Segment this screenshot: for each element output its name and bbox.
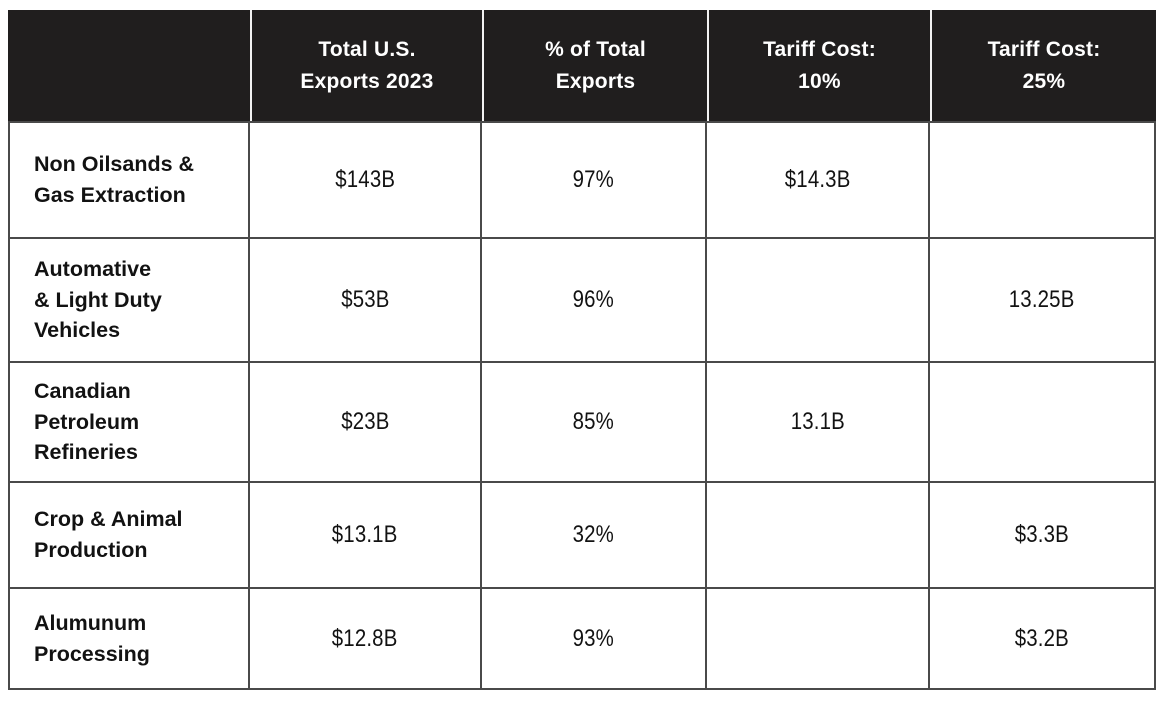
row-label-crop-animal-production: Crop & Animal Production	[8, 483, 250, 589]
cell-alumunum-tariff-25: $3.2B	[930, 589, 1156, 690]
cell-petroleum-total-exports: $23B	[250, 363, 482, 483]
cell-value: $3.2B	[1014, 624, 1070, 652]
cell-alumunum-tariff-10	[707, 589, 930, 690]
cell-value: $53B	[340, 286, 390, 313]
row-label-text: Alumunum Processing	[34, 610, 150, 666]
column-header-tariff-cost-10: Tariff Cost: 10%	[707, 10, 930, 121]
column-header-total-us-exports-2023: Total U.S. Exports 2023	[250, 10, 482, 121]
cell-value: 85%	[572, 408, 615, 435]
row-label-text: Non Oilsands & Gas Extraction	[34, 152, 195, 207]
cell-value: $3.3B	[1014, 521, 1070, 548]
row-label-text: Automative & Light Duty Vehicles	[34, 257, 162, 343]
cell-automative-tariff-25: 13.25B	[930, 239, 1156, 363]
cell-value: 13.25B	[1009, 286, 1075, 313]
cell-value: 93%	[572, 624, 615, 652]
row-label-non-oilsands-gas-extraction: Non Oilsands & Gas Extraction	[8, 121, 250, 239]
cell-value: 32%	[572, 521, 615, 548]
cell-petroleum-tariff-10: 13.1B	[707, 363, 930, 483]
cell-value: $13.1B	[332, 521, 398, 548]
cell-automative-percent: 96%	[482, 239, 707, 363]
row-label-canadian-petroleum-refineries: Canadian Petroleum Refineries	[8, 363, 250, 483]
cell-non-oilsands-tariff-10: $14.3B	[707, 121, 930, 239]
column-header-category	[8, 10, 250, 121]
cell-value: $143B	[335, 166, 395, 193]
cell-crop-total-exports: $13.1B	[250, 483, 482, 589]
row-label-automative-light-duty-vehicles: Automative & Light Duty Vehicles	[8, 239, 250, 363]
column-header-percent-of-total-exports: % of Total Exports	[482, 10, 707, 121]
row-label-text: Crop & Animal Production	[34, 507, 183, 562]
cell-crop-percent: 32%	[482, 483, 707, 589]
cell-non-oilsands-tariff-25	[930, 121, 1156, 239]
row-label-text: Canadian Petroleum Refineries	[34, 379, 140, 465]
cell-crop-tariff-10	[707, 483, 930, 589]
row-label-alumunum-processing: Alumunum Processing	[8, 589, 250, 690]
cell-petroleum-tariff-25	[930, 363, 1156, 483]
cell-non-oilsands-total-exports: $143B	[250, 121, 482, 239]
cell-alumunum-percent: 93%	[482, 589, 707, 690]
cell-value: 13.1B	[790, 408, 845, 435]
cell-value: 97%	[572, 166, 615, 193]
tariff-impact-table: Total U.S. Exports 2023 % of Total Expor…	[8, 10, 1156, 690]
cell-non-oilsands-percent: 97%	[482, 121, 707, 239]
cell-value: $12.8B	[332, 624, 398, 652]
cell-value: 96%	[572, 286, 615, 313]
cell-alumunum-total-exports: $12.8B	[250, 589, 482, 690]
cell-automative-total-exports: $53B	[250, 239, 482, 363]
cell-value: $23B	[340, 408, 390, 435]
cell-automative-tariff-10	[707, 239, 930, 363]
cell-petroleum-percent: 85%	[482, 363, 707, 483]
cell-value: $14.3B	[784, 166, 851, 193]
cell-crop-tariff-25: $3.3B	[930, 483, 1156, 589]
column-header-tariff-cost-25: Tariff Cost: 25%	[930, 10, 1156, 121]
